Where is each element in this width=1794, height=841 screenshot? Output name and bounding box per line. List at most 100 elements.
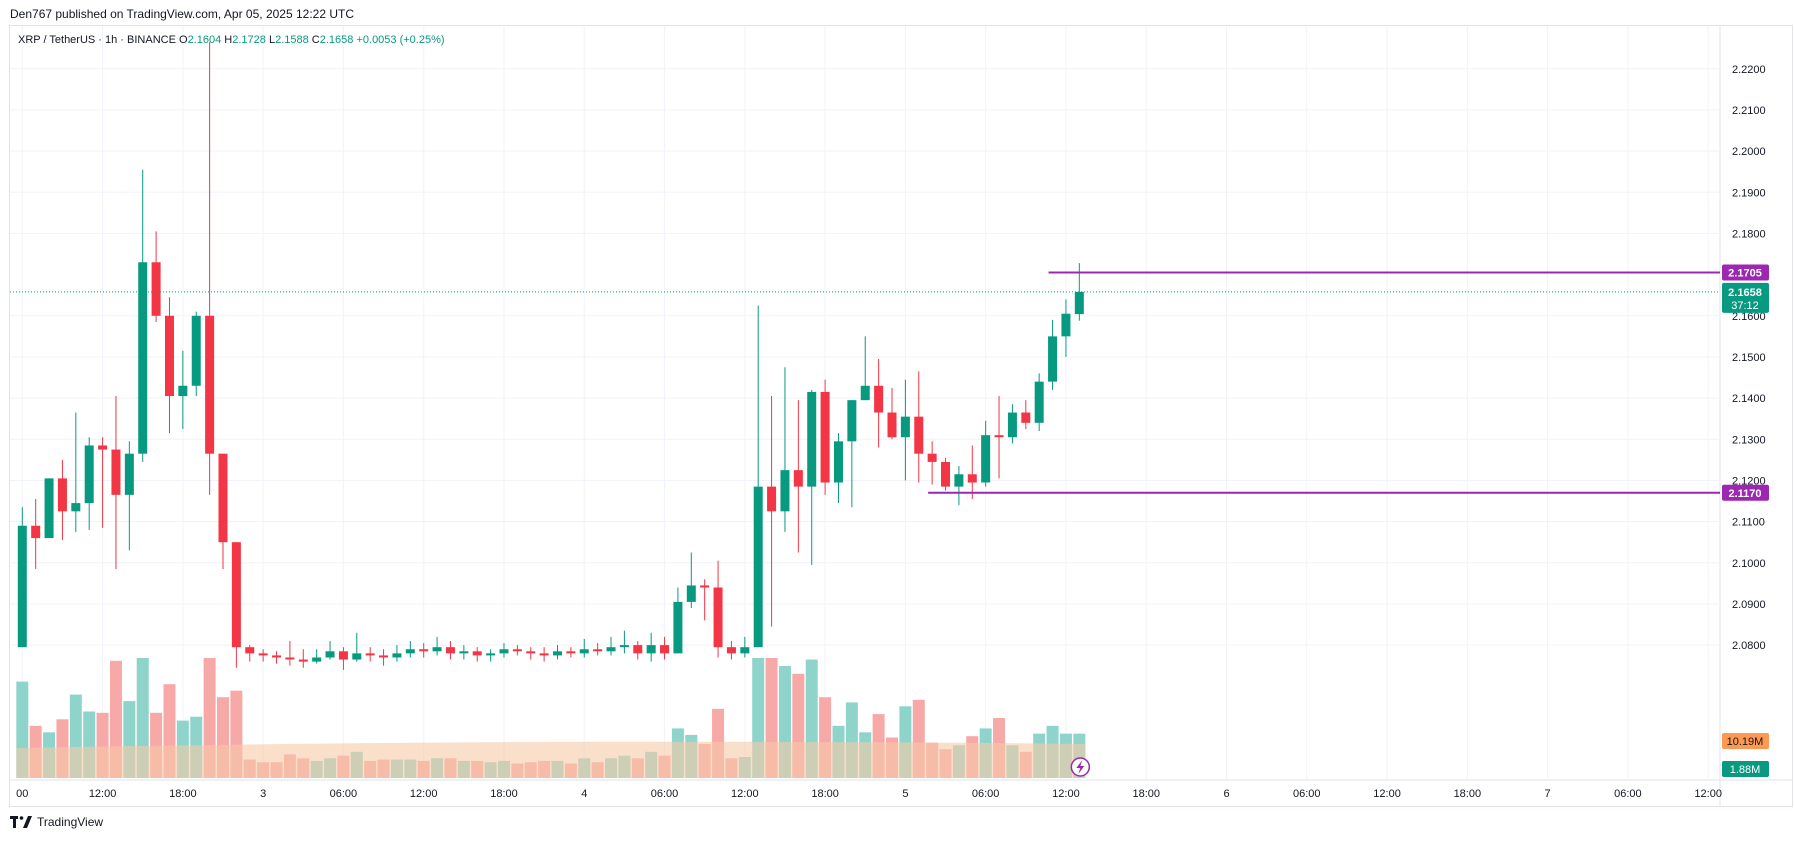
price-tick-label: 2.1400 (1732, 393, 1766, 405)
candle-body (392, 653, 402, 658)
price-tick-label: 2.2200 (1732, 64, 1766, 76)
price-tick-label: 2.1800 (1732, 228, 1766, 240)
candle-body (914, 416, 924, 454)
candle-body (1034, 381, 1044, 423)
candle-body (566, 651, 576, 654)
candle-body (820, 391, 830, 483)
candle-body (793, 470, 803, 487)
price-tick-label: 2.0800 (1732, 640, 1766, 652)
tradingview-brand[interactable]: TradingView (10, 815, 103, 829)
candle-body (151, 262, 161, 316)
candles (17, 42, 1084, 670)
candle-body (807, 391, 817, 487)
candle-body (258, 653, 268, 656)
candle-body (486, 653, 496, 656)
time-tick-label: 06:00 (651, 788, 679, 800)
volume-badge (1722, 733, 1769, 749)
time-tick-label: 06:00 (1293, 788, 1321, 800)
volume-bars (16, 658, 1086, 778)
candle-body (1061, 313, 1071, 337)
volume-ma-badge (1722, 761, 1769, 777)
candle-body (405, 649, 415, 654)
symbol-legend: XRP / TetherUS · 1h · BINANCE O2.1604 H2… (18, 34, 445, 46)
candle-body (539, 653, 549, 656)
candle-body (686, 585, 696, 602)
candle-body (272, 655, 282, 658)
time-tick-label: 12:00 (1373, 788, 1401, 800)
candle-body (205, 315, 215, 454)
candle-body (445, 647, 455, 654)
candle-body (847, 400, 857, 442)
time-tick-label: 18:00 (490, 788, 518, 800)
candle-body (553, 651, 562, 656)
high-label: H (224, 34, 233, 46)
candle-body (833, 441, 843, 483)
volume-ma-area (16, 741, 1086, 778)
chart-frame: 2.2200 2.2100 2.2000 2.1900 2.1800 2.1600 2.15… (9, 25, 1793, 807)
candle-body (31, 525, 41, 539)
time-tick-label: 3 (260, 788, 266, 800)
candle-body (338, 651, 348, 660)
candle-body (900, 416, 910, 438)
close-label: C (311, 34, 320, 46)
candle-body (472, 651, 482, 656)
close-value: 2.1658 (319, 34, 354, 46)
candle-body (673, 601, 683, 654)
candle-body (713, 587, 723, 648)
candle-body (700, 585, 710, 588)
candle-body (646, 645, 656, 654)
candle-body (967, 474, 977, 483)
candle-body (660, 645, 670, 654)
candle-body (218, 453, 228, 543)
time-tick-label: 06:00 (1614, 788, 1642, 800)
price-tick-label: 2.1600 (1732, 311, 1766, 323)
candle-body (726, 647, 736, 654)
time-tick-label: 12:00 (410, 788, 438, 800)
time-axis[interactable]: 00 12:00 18:00 3 06:00 12:00 18:00 4 06:00 12:00 1… (16, 788, 1722, 800)
candle-body (994, 435, 1004, 438)
candle-body (619, 645, 629, 648)
candle-body (71, 503, 81, 512)
candle-body (84, 445, 94, 504)
price-tick-label: 2.1100 (1732, 517, 1765, 529)
candle-body (419, 649, 429, 652)
candle-body (633, 645, 643, 654)
candle-body (17, 525, 27, 648)
time-tick-label: 7 (1545, 788, 1551, 800)
candle-body (312, 657, 322, 662)
candle-body (352, 653, 362, 660)
time-tick-label: 18:00 (1454, 788, 1482, 800)
candle-body (138, 262, 148, 454)
price-chart[interactable]: 2.2200 2.2100 2.2000 2.1900 2.1800 2.1600 2.15… (10, 26, 1792, 806)
price-tick-label: 2.1000 (1732, 558, 1766, 570)
candle-body (325, 651, 335, 658)
lightning-icon[interactable] (1070, 757, 1091, 777)
candle-body (459, 651, 469, 654)
candle-body (941, 461, 951, 487)
candle-body (44, 478, 54, 539)
price-tick-label: 2.2000 (1732, 146, 1766, 158)
price-tick-label: 2.1300 (1732, 434, 1766, 446)
time-tick-label: 6 (1223, 788, 1229, 800)
horizontal-levels (10, 271, 1720, 777)
candle-body (981, 435, 991, 483)
time-tick-label: 18:00 (1132, 788, 1160, 800)
last-price-label: 2.1658 (1728, 287, 1762, 299)
time-tick-label: 00 (16, 788, 28, 800)
grid-lines (10, 26, 1792, 806)
candle-body (432, 647, 442, 652)
published-header: Den767 published on TradingView.com, Apr… (10, 7, 355, 21)
volume-ma-badge-label: 1.88M (1730, 764, 1761, 776)
candle-body (1048, 336, 1058, 382)
price-tick-label: 2.1900 (1732, 187, 1766, 199)
change-value: +0.0053 (+0.25%) (356, 34, 445, 46)
price-axis[interactable]: 2.2200 2.2100 2.2000 2.1900 2.1800 2.1600 2.15… (1722, 64, 1769, 777)
candle-body (512, 649, 522, 652)
candle-body (874, 385, 884, 413)
time-tick-label: 06:00 (330, 788, 358, 800)
candle-body (606, 647, 616, 652)
candle-body (124, 453, 134, 495)
candle-body (365, 653, 375, 656)
candle-body (1074, 291, 1084, 315)
time-tick-label: 12:00 (731, 788, 759, 800)
